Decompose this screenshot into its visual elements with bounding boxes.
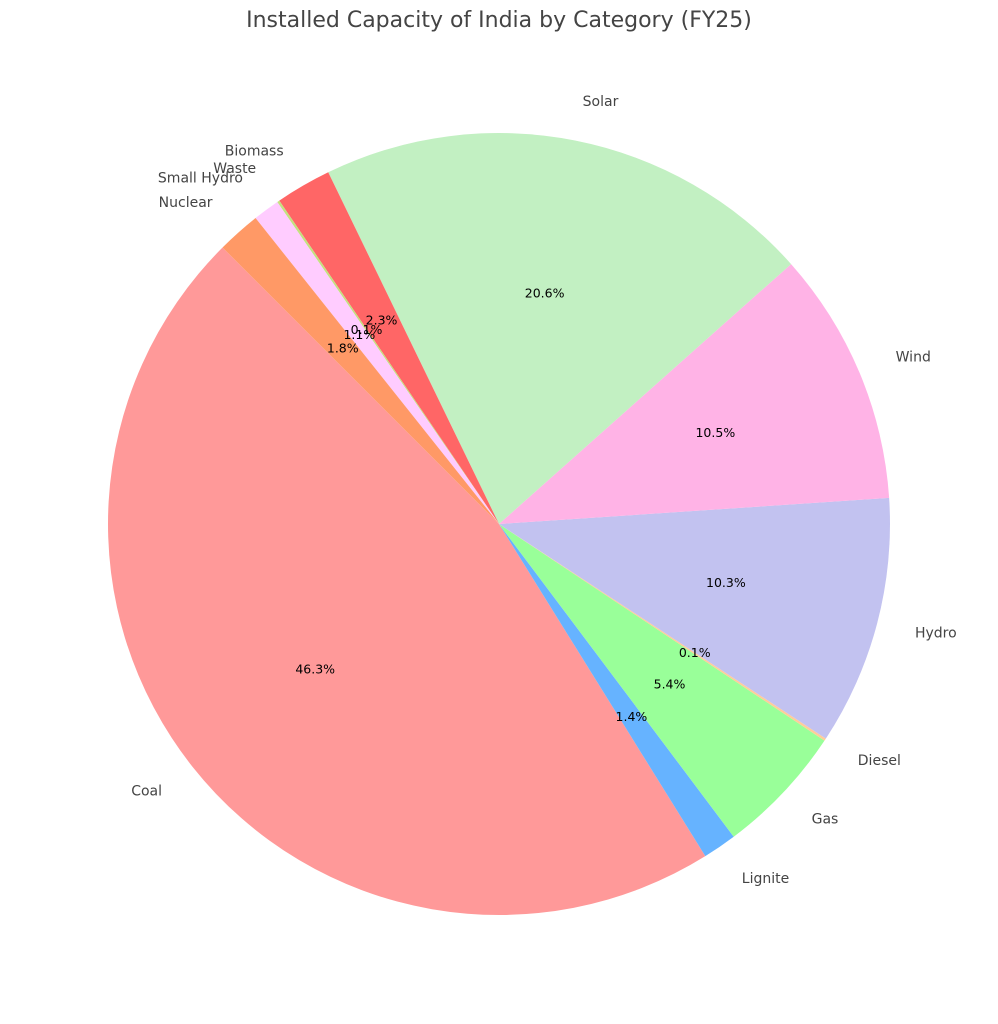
pct-coal: 46.3% — [295, 661, 335, 676]
slice-nuclear — [222, 218, 500, 525]
pct-gas: 5.4% — [654, 677, 686, 692]
pct-waste: 0.1% — [351, 322, 383, 337]
pct-lignite: 1.4% — [616, 709, 648, 724]
slice-hydro — [499, 497, 890, 739]
pct-biomass: 2.3% — [366, 312, 398, 327]
slice-gas — [499, 524, 825, 837]
label-coal: Coal — [131, 783, 162, 799]
slice-solar — [328, 132, 792, 524]
pct-solar: 20.6% — [525, 285, 565, 300]
slice-small-hydro — [255, 201, 499, 524]
slice-wind — [499, 264, 890, 524]
slice-lignite — [499, 524, 734, 857]
label-gas: Gas — [812, 811, 839, 827]
slice-waste — [277, 200, 499, 524]
pie-slices — [108, 132, 890, 916]
label-wind: Wind — [896, 350, 931, 366]
label-hydro: Hydro — [915, 625, 957, 641]
label-biomass: Biomass — [225, 144, 284, 160]
slice-diesel — [499, 524, 826, 741]
pct-small-hydro: 1.1% — [343, 327, 375, 342]
label-diesel: Diesel — [858, 753, 901, 769]
pie-labels: Coal 46.3% Lignite 1.4% Gas 5.4% Diesel 0.1% Hyd… — [131, 94, 956, 887]
chart-title: Installed Capacity of India by Category … — [246, 8, 752, 33]
pct-diesel: 0.1% — [679, 645, 711, 660]
label-small-hydro: Small Hydro — [158, 170, 243, 186]
label-waste: Waste — [213, 161, 256, 177]
slice-coal — [108, 247, 706, 916]
pct-hydro: 10.3% — [706, 575, 746, 590]
label-lignite: Lignite — [742, 871, 789, 887]
pct-nuclear: 1.8% — [327, 340, 359, 355]
label-solar: Solar — [583, 94, 619, 110]
label-nuclear: Nuclear — [159, 195, 213, 211]
pct-wind: 10.5% — [695, 425, 735, 440]
slice-biomass — [279, 172, 499, 525]
